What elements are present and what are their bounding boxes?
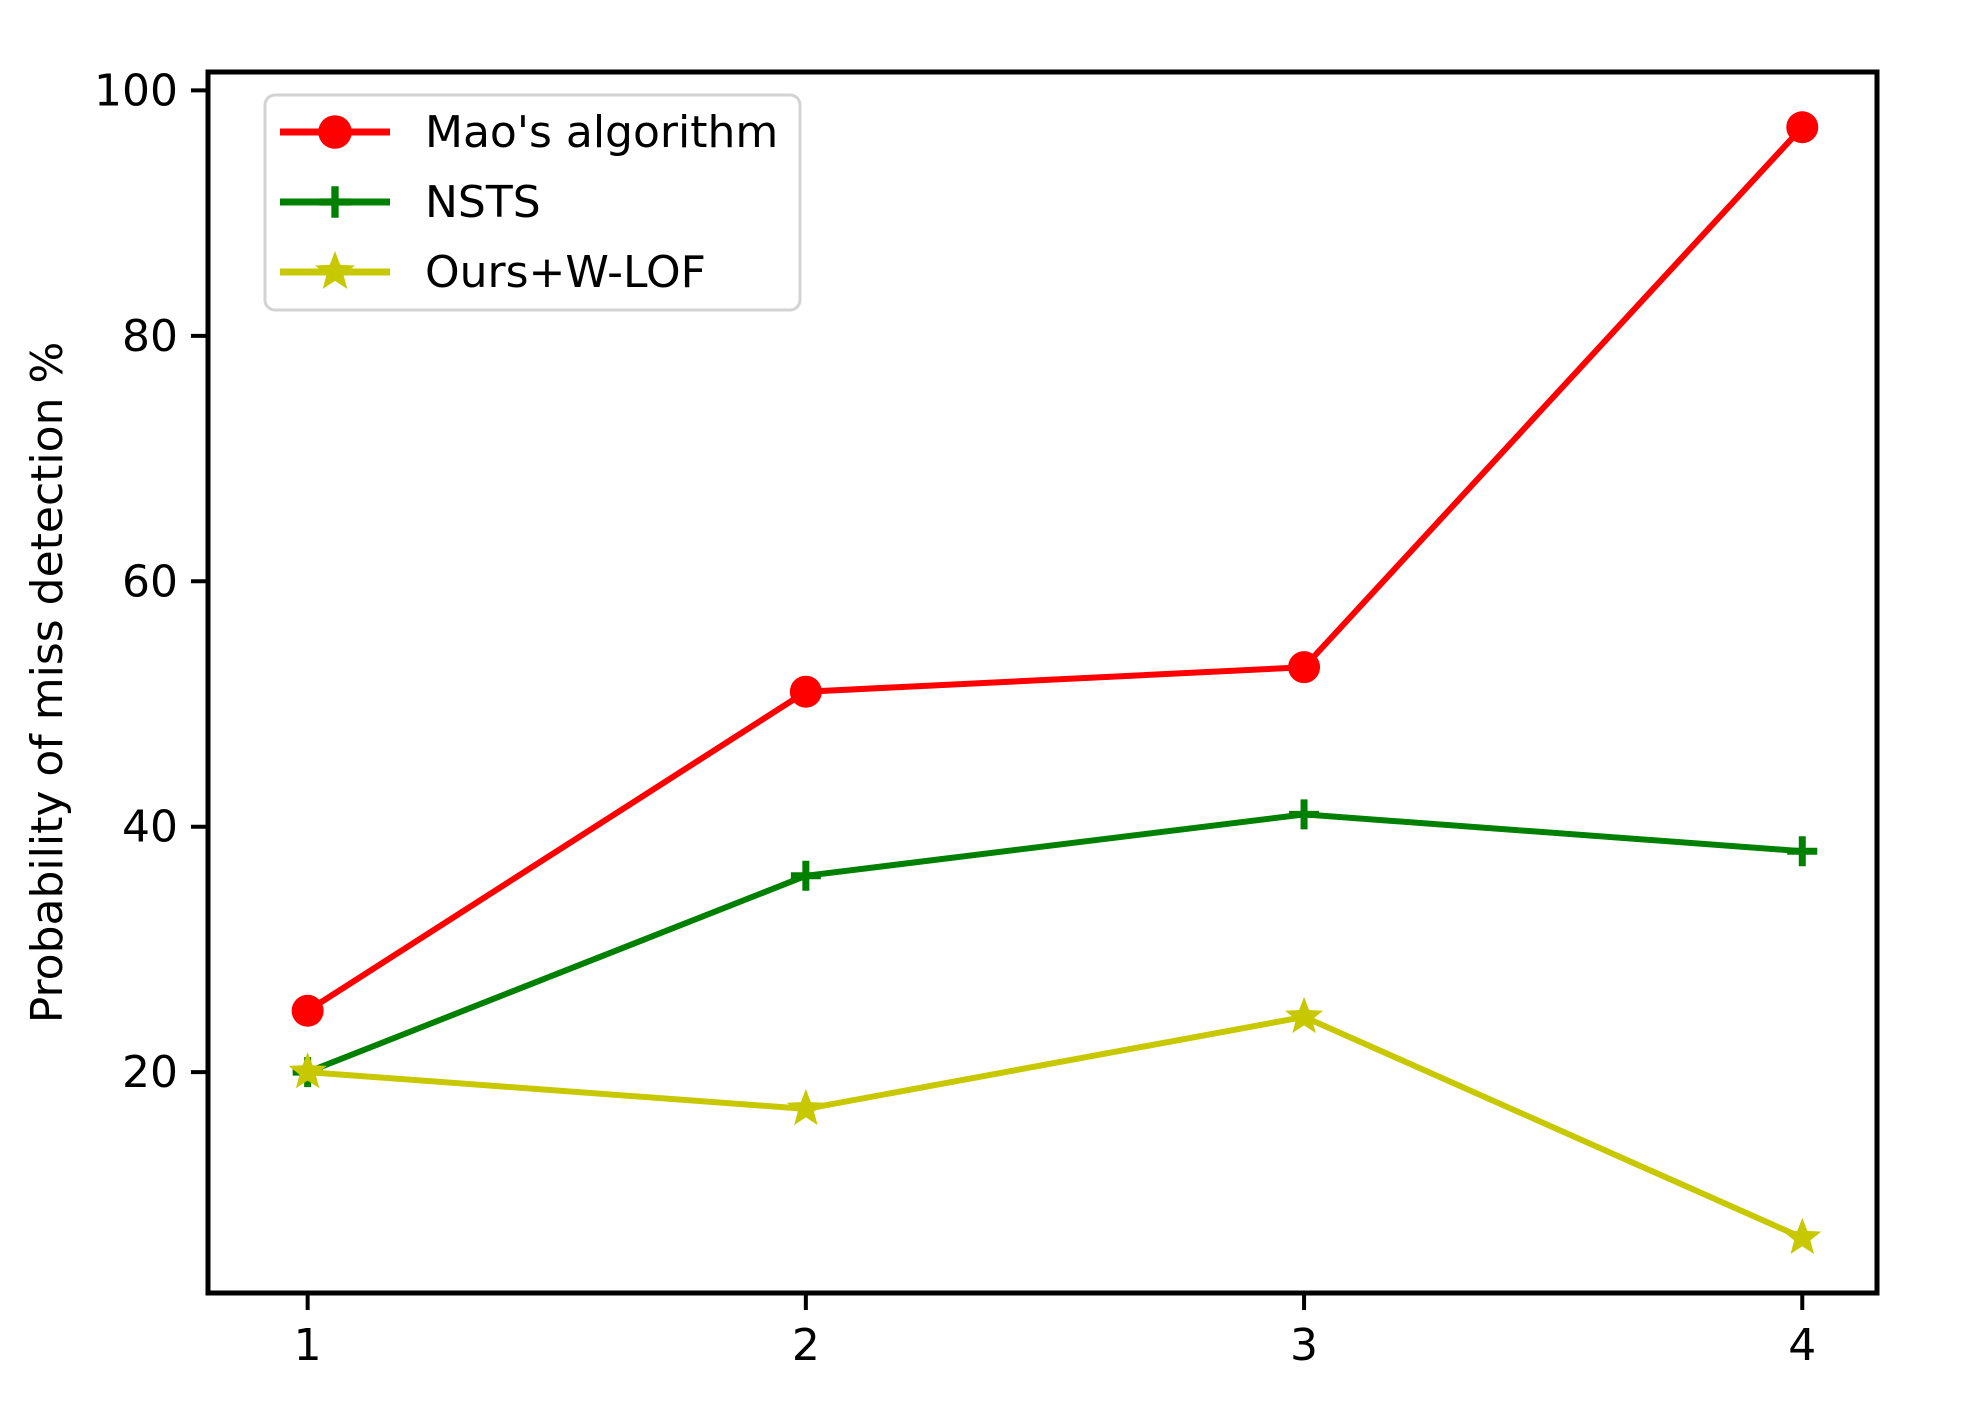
data-point-plus [319,186,351,218]
y-tick-label: 60 [122,556,178,607]
series-line-ours-w-lof [304,1013,1806,1241]
y-tick-label: 40 [122,802,178,853]
x-tick-label: 1 [294,1320,322,1371]
x-tick-label: 4 [1788,1320,1816,1371]
data-point-star [786,1088,825,1126]
data-point-circle [789,675,822,708]
data-point-circle [1786,111,1819,144]
data-point-star [288,1052,327,1089]
series-line-nsts [304,811,1806,1076]
x-tick-label: 2 [792,1320,820,1371]
legend-label: Mao's algorithm [425,107,778,158]
y-axis-label: Probability of miss detection % [22,342,73,1023]
data-point-plus [1289,799,1320,830]
data-point-circle [1288,651,1321,684]
y-tick-label: 100 [94,65,178,116]
y-tick-label: 20 [122,1047,178,1098]
data-point-plus [790,860,821,891]
data-point-star [1783,1217,1822,1254]
plot-area: 1 2 3 4 20 40 60 80 100 [94,65,1880,1371]
legend-label: NSTS [425,177,541,228]
data-point-circle [291,994,324,1027]
y-tick-label: 80 [122,311,178,362]
series-line-mao-s-algorithm [304,124,1806,1014]
data-point-circle [318,115,352,149]
data-point-plus [1787,836,1818,867]
legend-box [263,93,802,312]
plot-border [205,69,1880,1296]
legend-label: Ours+W-LOF [425,247,706,298]
data-point-star [1285,996,1324,1034]
x-tick-label: 3 [1290,1320,1318,1371]
data-point-star [315,251,355,289]
legend: Mao's algorithm NSTS Ours+W-LOF [263,93,802,312]
